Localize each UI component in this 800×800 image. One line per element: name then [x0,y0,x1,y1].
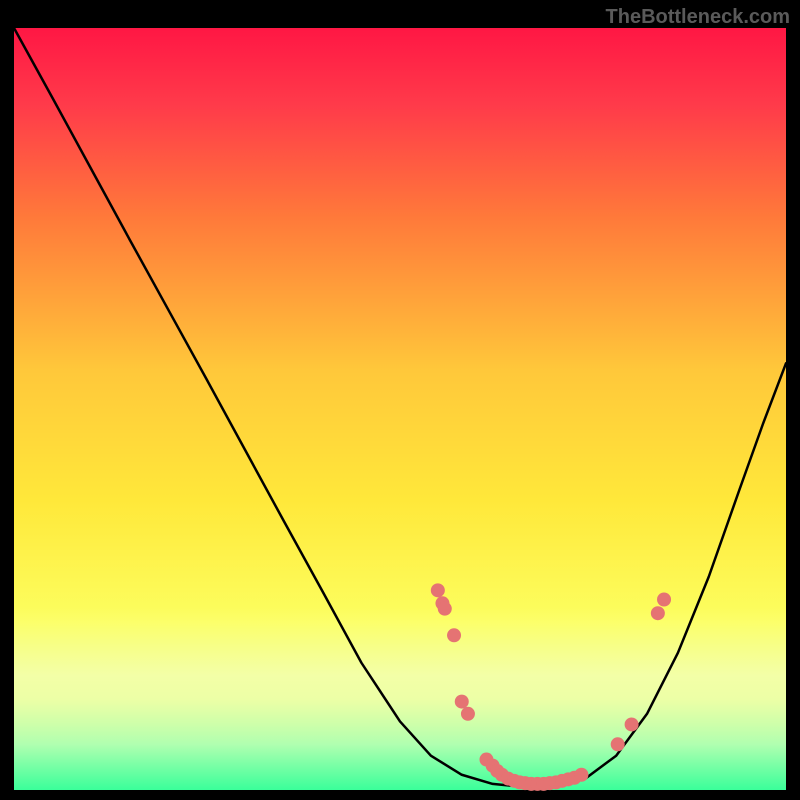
marker-dot [438,602,452,616]
marker-dot [625,717,639,731]
marker-dot [461,707,475,721]
watermark-text: TheBottleneck.com [606,6,790,29]
marker-dot [455,695,469,709]
washout-band [14,607,786,744]
marker-dot [651,606,665,620]
marker-dot [657,593,671,607]
chart-svg [0,0,800,800]
marker-dot [574,768,588,782]
marker-dot [447,628,461,642]
marker-dot [611,737,625,751]
chart-container: TheBottleneck.com [0,0,800,800]
marker-dot [431,583,445,597]
